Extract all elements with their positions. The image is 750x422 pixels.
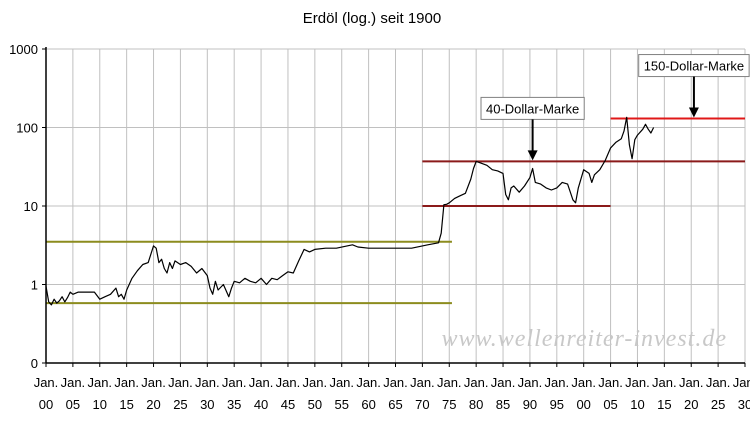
- x-tick-label-month: Jan.: [464, 375, 489, 390]
- x-tick-label-year: 60: [361, 397, 375, 412]
- x-tick-label-year: 30: [738, 397, 750, 412]
- x-tick-label-year: 05: [66, 397, 80, 412]
- y-tick-label: 0: [31, 356, 38, 371]
- x-tick-label-year: 15: [657, 397, 671, 412]
- x-tick-label-year: 95: [550, 397, 564, 412]
- x-tick-label-month: Jan.: [679, 375, 704, 390]
- x-tick-label-month: Jan.: [652, 375, 677, 390]
- x-tick-label-year: 35: [227, 397, 241, 412]
- x-tick-label-month: Jan.: [249, 375, 274, 390]
- x-tick-label-year: 10: [630, 397, 644, 412]
- x-tick-label-month: Jan.: [87, 375, 112, 390]
- annotation-arrow-head: [688, 107, 699, 118]
- x-tick-label-year: 90: [523, 397, 537, 412]
- axes: [42, 47, 746, 367]
- x-tick-label-month: Jan.: [706, 375, 731, 390]
- x-tick-labels: Jan. 00 Jan. 05 Jan. 10 Jan. 15 Jan. 20 Jan. 25 Jan.…: [34, 375, 750, 412]
- x-tick-label-year: 25: [173, 397, 187, 412]
- x-tick-label-month: Jan.: [222, 375, 247, 390]
- chart-title: Erdöl (log.) seit 1900: [303, 10, 441, 27]
- y-tick-label: 100: [16, 121, 38, 136]
- x-tick-label-month: Jan.: [733, 375, 750, 390]
- x-tick-label-year: 65: [388, 397, 402, 412]
- annotations: 40-Dollar-Marke 150-Dollar-Marke: [480, 54, 750, 161]
- x-tick-label-year: 05: [603, 397, 617, 412]
- x-tick-label-year: 00: [576, 397, 590, 412]
- x-tick-label-year: 50: [308, 397, 322, 412]
- x-tick-label-month: Jan.: [61, 375, 86, 390]
- x-tick-label-month: Jan.: [383, 375, 408, 390]
- x-tick-label-month: Jan.: [356, 375, 381, 390]
- annotation-arrow-head: [527, 150, 538, 161]
- x-tick-label-year: 75: [442, 397, 456, 412]
- annotation-label: 40-Dollar-Marke: [486, 101, 579, 116]
- x-tick-label-year: 80: [469, 397, 483, 412]
- x-tick-label-month: Jan.: [114, 375, 139, 390]
- x-tick-label-year: 10: [93, 397, 107, 412]
- gridlines: [45, 48, 746, 364]
- x-tick-label-year: 45: [281, 397, 295, 412]
- price-series-line: [45, 116, 655, 306]
- x-tick-label-month: Jan.: [141, 375, 166, 390]
- x-tick-label-year: 20: [146, 397, 160, 412]
- x-tick-label-year: 00: [39, 397, 53, 412]
- x-tick-label-year: 30: [200, 397, 214, 412]
- x-tick-label-month: Jan.: [437, 375, 462, 390]
- watermark: www.wellenreiter-invest.de: [442, 326, 727, 352]
- series-group: [45, 116, 655, 306]
- x-tick-label-month: Jan.: [195, 375, 220, 390]
- x-tick-label-month: Jan.: [598, 375, 623, 390]
- y-tick-label: 1000: [9, 42, 38, 57]
- y-tick-labels: 0 1 10 100 1000: [9, 42, 38, 371]
- x-tick-label-year: 25: [711, 397, 725, 412]
- x-tick-label-month: Jan.: [625, 375, 650, 390]
- x-tick-label-month: Jan.: [303, 375, 328, 390]
- x-tick-label-month: Jan.: [491, 375, 516, 390]
- x-tick-label-month: Jan.: [571, 375, 596, 390]
- x-tick-label-year: 15: [119, 397, 133, 412]
- x-tick-label-year: 85: [496, 397, 510, 412]
- x-tick-label-year: 55: [334, 397, 348, 412]
- x-tick-label-month: Jan.: [168, 375, 193, 390]
- x-tick-label-month: Jan.: [545, 375, 570, 390]
- reference-lines: [46, 117, 745, 305]
- annotation-label: 150-Dollar-Marke: [644, 59, 744, 74]
- x-tick-label-month: Jan.: [34, 375, 59, 390]
- y-tick-label: 10: [24, 199, 38, 214]
- x-tick-label-month: Jan.: [276, 375, 301, 390]
- x-tick-label-year: 70: [415, 397, 429, 412]
- x-tick-label-month: Jan.: [518, 375, 543, 390]
- y-tick-label: 1: [31, 278, 38, 293]
- x-tick-label-year: 40: [254, 397, 268, 412]
- x-tick-label-month: Jan.: [410, 375, 435, 390]
- x-tick-label-year: 20: [684, 397, 698, 412]
- x-tick-label-month: Jan.: [329, 375, 354, 390]
